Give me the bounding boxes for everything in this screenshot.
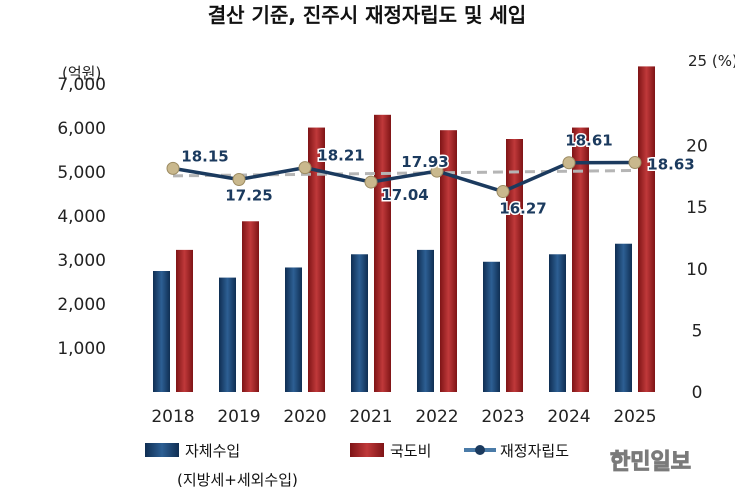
left-tick-label: 5,000 (57, 163, 106, 183)
bar-own-revenue (615, 243, 632, 392)
bar-own-revenue (153, 271, 170, 392)
x-axis-ticks: 2018 2019 2020 2021 2022 2023 2024 2025 (151, 407, 656, 427)
right-tick-label: 15 (686, 198, 708, 218)
bar-national-subsidy (176, 249, 193, 392)
ratio-marker (628, 155, 642, 169)
legend-label-own-revenue-detail: (지방세+세외수입) (177, 471, 298, 488)
x-tick-label: 2021 (349, 407, 392, 427)
left-axis-ticks: 1,000 2,000 3,000 4,000 5,000 6,000 7,000 (57, 75, 106, 359)
left-tick-label: 4,000 (57, 207, 106, 227)
bar-own-revenue (417, 249, 434, 392)
bar-national-subsidy (308, 127, 325, 392)
chart-title: 결산 기준, 진주시 재정자립도 및 세입 (208, 3, 526, 27)
ratio-labels-group: 18.15 17.25 18.21 17.04 17.93 16.27 18.61 18.63 (180, 130, 696, 219)
left-tick-label: 2,000 (57, 295, 106, 315)
ratio-label: 18.61 (565, 132, 612, 150)
bars-group (153, 66, 655, 393)
bar-own-revenue (549, 254, 566, 392)
right-tick-label: 10 (686, 260, 708, 280)
ratio-trendline (172, 168, 636, 178)
right-tick-label: 0 (692, 383, 703, 403)
x-tick-label: 2022 (415, 407, 458, 427)
bar-national-subsidy (242, 221, 259, 392)
legend-swatch-own-revenue (145, 443, 179, 457)
bar-national-subsidy (638, 66, 655, 393)
bar-own-revenue (285, 267, 302, 392)
bar-national-subsidy (440, 130, 457, 392)
ratio-marker (166, 161, 180, 175)
ratio-marker (430, 164, 444, 178)
left-axis-unit: (억원) (62, 64, 101, 82)
ratio-label: 17.25 (225, 186, 272, 204)
ratio-marker (364, 175, 378, 189)
legend-marker-ratio (475, 445, 485, 455)
ratio-label: 17.04 (381, 186, 428, 204)
ratio-label: 18.15 (181, 147, 228, 165)
x-tick-label: 2018 (151, 407, 194, 427)
left-tick-label: 7,000 (57, 75, 106, 95)
left-tick-label: 6,000 (57, 119, 106, 139)
x-tick-label: 2024 (547, 407, 590, 427)
right-axis-ticks: 0 5 10 15 20 (686, 137, 708, 403)
ratio-marker (496, 185, 510, 199)
left-tick-label: 3,000 (57, 251, 106, 271)
legend-label-own-revenue: 자체수입 (185, 442, 240, 460)
bar-national-subsidy (572, 127, 589, 392)
ratio-marker (298, 161, 312, 175)
bar-own-revenue (351, 254, 368, 392)
x-tick-label: 2020 (283, 407, 326, 427)
bar-national-subsidy (506, 139, 523, 392)
ratio-line (172, 160, 636, 194)
x-tick-label: 2019 (217, 407, 260, 427)
ratio-line-group (166, 155, 642, 199)
ratio-label: 18.63 (647, 155, 694, 173)
watermark-logo: 한민일보 (610, 450, 691, 475)
bar-own-revenue (483, 261, 500, 392)
right-axis-unit: 25 (%) (688, 52, 735, 70)
right-tick-label: 5 (692, 321, 703, 341)
right-tick-label: 20 (686, 137, 708, 157)
trendline-group (172, 168, 636, 178)
legend: 자체수입 (지방세+세외수입) 국도비 재정자립도 (145, 442, 569, 489)
legend-label-ratio: 재정자립도 (500, 442, 569, 460)
legend-label-national-subsidy: 국도비 (390, 442, 431, 460)
ratio-marker (562, 156, 576, 170)
left-tick-label: 1,000 (57, 339, 106, 359)
ratio-label: 16.27 (499, 200, 546, 218)
bar-own-revenue (219, 277, 236, 392)
bar-national-subsidy (374, 114, 391, 393)
ratio-label: 17.93 (401, 153, 448, 171)
x-tick-label: 2025 (613, 407, 656, 427)
legend-swatch-national-subsidy (350, 443, 384, 457)
ratio-marker (232, 172, 246, 186)
x-tick-label: 2023 (481, 407, 524, 427)
ratio-label: 18.21 (317, 147, 364, 165)
